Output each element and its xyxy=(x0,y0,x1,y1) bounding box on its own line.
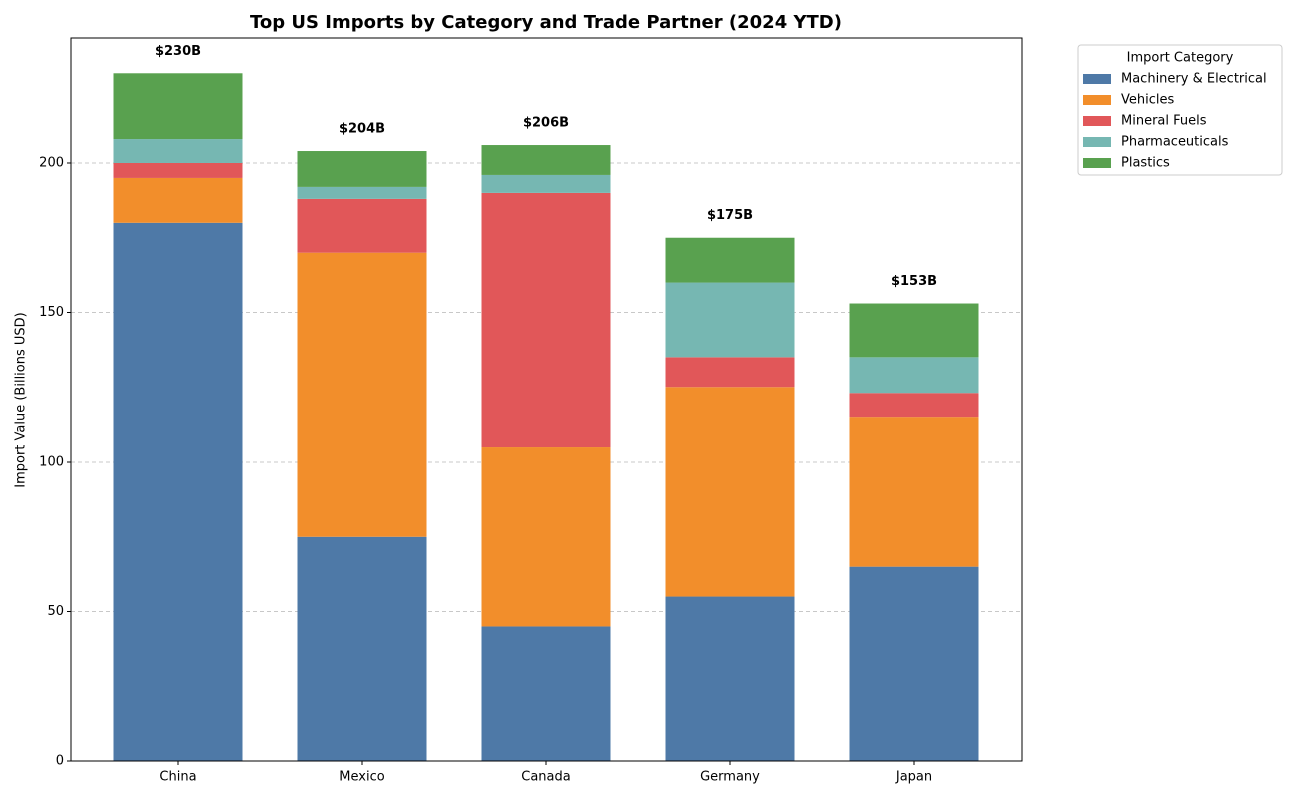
x-tick-label: Mexico xyxy=(339,770,384,785)
chart-title: Top US Imports by Category and Trade Par… xyxy=(250,12,842,33)
y-tick-label: 50 xyxy=(47,604,64,619)
bar-segment xyxy=(113,222,243,761)
y-tick-label: 100 xyxy=(39,454,64,469)
bar-segment xyxy=(665,237,795,283)
bar-segment xyxy=(665,596,795,761)
bar-segment xyxy=(297,151,427,187)
legend-label: Vehicles xyxy=(1121,93,1174,108)
bar-segment xyxy=(849,566,979,761)
bar-segment xyxy=(297,536,427,761)
x-tick-label: China xyxy=(159,770,196,785)
y-tick-label: 0 xyxy=(56,754,64,769)
x-tick-label: Germany xyxy=(700,770,760,785)
y-tick-label: 200 xyxy=(39,155,64,170)
bar-segment xyxy=(113,177,243,223)
total-label: $153B xyxy=(891,274,937,289)
total-label: $206B xyxy=(523,116,569,131)
bar-segment xyxy=(665,387,795,597)
y-tick-label: 150 xyxy=(39,305,64,320)
bar-segment xyxy=(297,186,427,199)
bar-segment xyxy=(113,139,243,163)
bar-segment xyxy=(849,417,979,567)
legend-label: Plastics xyxy=(1121,156,1170,171)
total-label: $204B xyxy=(339,122,385,137)
legend-swatch xyxy=(1083,74,1111,84)
legend-swatch xyxy=(1083,137,1111,147)
legend-swatch xyxy=(1083,95,1111,105)
legend-box xyxy=(1077,44,1283,176)
total-label: $175B xyxy=(707,208,753,223)
bar-segment xyxy=(481,447,611,627)
legend-label: Mineral Fuels xyxy=(1121,114,1207,129)
bar-segment xyxy=(665,282,795,358)
bar-segment xyxy=(113,162,243,178)
bar-segment xyxy=(297,198,427,253)
plot-frame xyxy=(70,37,1023,762)
legend-swatch xyxy=(1083,116,1111,126)
bar-segment xyxy=(849,357,979,394)
bar-segment xyxy=(481,145,611,175)
total-label: $230B xyxy=(155,44,201,59)
bar-segment xyxy=(665,357,795,388)
bar-segment xyxy=(113,73,243,140)
bar-segment xyxy=(481,626,611,761)
bar-segment xyxy=(481,192,611,448)
bar-segment xyxy=(297,252,427,537)
bar-segment xyxy=(849,303,979,358)
legend-label: Pharmaceuticals xyxy=(1121,135,1229,150)
legend-title: Import Category xyxy=(1127,51,1234,66)
y-axis-label: Import Value (Billions USD) xyxy=(14,312,29,488)
x-tick-label: Canada xyxy=(521,770,570,785)
bar-segment xyxy=(849,393,979,418)
legend-swatch xyxy=(1083,158,1111,168)
x-tick-label: Japan xyxy=(895,770,932,785)
legend-label: Machinery & Electrical xyxy=(1121,72,1267,87)
bar-segment xyxy=(481,174,611,193)
